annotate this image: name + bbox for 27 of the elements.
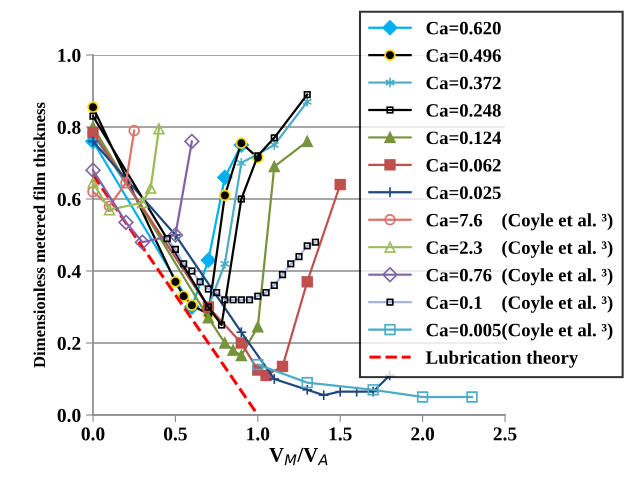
x-tick-label: 2.5 [494,427,516,441]
y-tick-label: 0.8 [58,120,81,134]
y-axis-title: Dimensionless metered film thickness [33,102,46,368]
legend-label: Ca=0.124 [426,132,502,144]
y-tick-label: 0.6 [58,192,81,206]
x-axis-title: V$_{M}$/V$_{A}$ [269,448,328,466]
y-tick-label: 0.2 [58,336,80,350]
legend-label: Ca=7.6 (Coyle et al. ³) [426,213,612,230]
y-tick-label: 0.4 [58,264,81,278]
x-tick-label: 2.0 [411,427,434,441]
x-tick-label: 0.5 [164,427,187,441]
legend-label: Ca=0.1 (Coyle et al. ³) [426,296,612,313]
legend-label: Ca=0.025 [426,186,501,200]
legend-label: Lubrication theory [426,350,578,368]
legend-label: Ca=0.372 [426,76,501,90]
legend-label: Ca=0.620 [426,22,501,35]
x-tick-label: 1.0 [247,427,270,441]
legend-label: Ca=0.062 [426,158,501,172]
y-tick-label: 1.0 [58,48,80,62]
y-tick-label: 0.0 [58,408,80,422]
x-tick-label: 1.5 [330,427,352,441]
legend-label: Ca=2.3 (Coyle et al. ³) [426,240,612,258]
legend-label: Ca=0.248 [426,104,501,117]
legend-label: Ca=0.76 (Coyle et al. ³) [426,268,612,286]
x-tick-label: 0.0 [82,427,104,441]
legend-label: Ca=0.496 [426,49,501,62]
legend-label: Ca=0.005(Coyle et al. ³) [426,323,612,340]
